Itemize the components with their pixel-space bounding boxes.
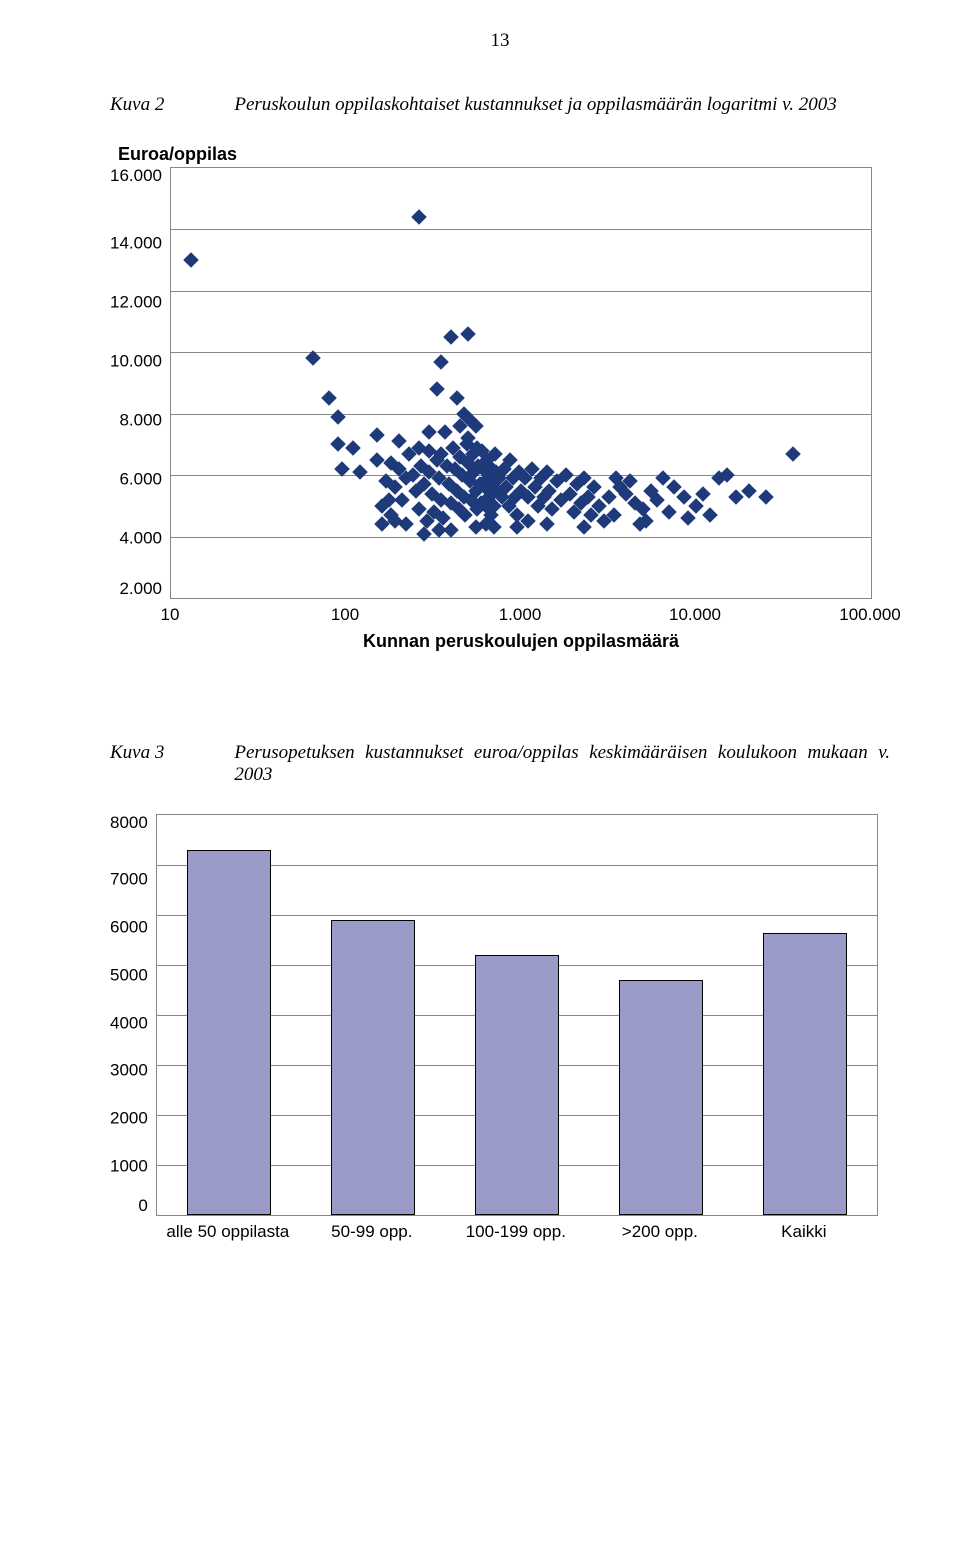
scatter-point <box>758 489 774 505</box>
scatter-point <box>539 517 555 533</box>
kuva3-ytick: 5000 <box>110 966 148 983</box>
scatter-point <box>602 489 618 505</box>
kuva2-xtick: 100.000 <box>839 605 900 625</box>
kuva2-ytick: 10.000 <box>110 353 162 370</box>
kuva3-chart: 8000 7000 6000 5000 4000 3000 2000 1000 0 alle 5… <box>110 814 890 1246</box>
bar <box>619 980 703 1215</box>
bar <box>763 933 847 1216</box>
bar <box>475 955 559 1215</box>
kuva2-xaxis: 101001.00010.000100.000 <box>170 605 870 627</box>
kuva2-ytick: 4.000 <box>119 530 162 547</box>
scatter-point <box>395 492 411 508</box>
scatter-point <box>422 424 438 440</box>
kuva3-xtick: >200 opp. <box>622 1222 698 1242</box>
scatter-point <box>416 526 432 542</box>
kuva2-xtick: 100 <box>331 605 359 625</box>
scatter-point <box>661 504 677 520</box>
kuva3-caption: Kuva 3 Perusopetuksen kustannukset euroa… <box>110 742 890 786</box>
kuva3-ytick: 8000 <box>110 814 148 831</box>
kuva2-ytick: 14.000 <box>110 235 162 252</box>
kuva2-ylabel: Euroa/oppilas <box>118 144 890 165</box>
kuva2-ytick: 12.000 <box>110 294 162 311</box>
scatter-point <box>330 437 346 453</box>
scatter-point <box>786 446 802 462</box>
kuva3-xtick: Kaikki <box>781 1222 826 1242</box>
scatter-point <box>438 424 454 440</box>
scatter-point <box>183 252 199 268</box>
kuva3-ytick: 4000 <box>110 1014 148 1031</box>
scatter-point <box>429 381 445 397</box>
kuva2-xtick: 1.000 <box>499 605 542 625</box>
kuva3-xtick: alle 50 oppilasta <box>166 1222 289 1242</box>
scatter-point <box>330 409 346 425</box>
kuva2-label: Kuva 2 <box>110 94 164 116</box>
scatter-point <box>695 486 711 502</box>
kuva2-xlabel: Kunnan peruskoulujen oppilasmäärä <box>170 631 872 652</box>
scatter-point <box>676 489 692 505</box>
scatter-point <box>321 391 337 407</box>
kuva2-xtick: 10 <box>161 605 180 625</box>
kuva3-ytick: 3000 <box>110 1062 148 1079</box>
scatter-point <box>461 326 477 342</box>
kuva3-desc: Perusopetuksen kustannukset euroa/oppila… <box>234 742 890 786</box>
bar <box>331 920 415 1215</box>
kuva3-xtick: 100-199 opp. <box>466 1222 566 1242</box>
kuva2-ytick: 8.000 <box>119 412 162 429</box>
kuva3-plot-area <box>156 814 878 1216</box>
scatter-point <box>345 440 361 456</box>
kuva3-ytick: 6000 <box>110 918 148 935</box>
kuva2-ytick: 16.000 <box>110 167 162 184</box>
kuva3-xtick: 50-99 opp. <box>331 1222 412 1242</box>
scatter-point <box>369 452 385 468</box>
scatter-point <box>352 464 368 480</box>
kuva3-label: Kuva 3 <box>110 742 164 786</box>
scatter-point <box>391 434 407 450</box>
kuva3-ytick: 2000 <box>110 1110 148 1127</box>
kuva3-ytick: 7000 <box>110 870 148 887</box>
scatter-point <box>433 354 449 370</box>
kuva3-yaxis: 8000 7000 6000 5000 4000 3000 2000 1000 0 <box>110 814 156 1214</box>
kuva2-plot-area <box>170 167 872 599</box>
kuva2-ytick: 6.000 <box>119 471 162 488</box>
kuva3-ytick: 0 <box>138 1197 147 1214</box>
scatter-point <box>411 209 427 225</box>
bar <box>187 850 271 1215</box>
kuva2-chart: Euroa/oppilas 16.000 14.000 12.000 10.000 8.… <box>110 144 890 652</box>
scatter-point <box>444 329 460 345</box>
scatter-point <box>702 507 718 523</box>
scatter-point <box>680 510 696 526</box>
kuva2-xtick: 10.000 <box>669 605 721 625</box>
kuva2-desc: Peruskoulun oppilaskohtaiset kustannukse… <box>234 94 890 116</box>
scatter-point <box>369 427 385 443</box>
kuva2-yaxis: 16.000 14.000 12.000 10.000 8.000 6.000 4.000 2… <box>110 167 170 597</box>
kuva3-ytick: 1000 <box>110 1158 148 1175</box>
scatter-point <box>449 391 465 407</box>
kuva2-caption: Kuva 2 Peruskoulun oppilaskohtaiset kust… <box>110 94 890 116</box>
kuva3-xaxis: alle 50 oppilasta 50-99 opp. 100-199 opp. >… <box>156 1222 876 1246</box>
page-number: 13 <box>110 30 890 52</box>
kuva2-ytick: 2.000 <box>119 580 162 597</box>
